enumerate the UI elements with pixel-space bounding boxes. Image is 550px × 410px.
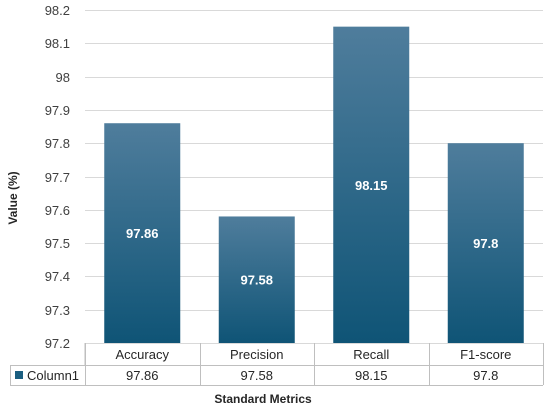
data-label: 97.8 [473, 236, 498, 251]
y-tick-label: 97.7 [45, 170, 70, 185]
x-category-label: Accuracy [116, 347, 170, 362]
data-table: Accuracy 97.86 Precision 97.58 Recall 98.15 F1… [10, 343, 544, 386]
bar-precision [218, 216, 295, 343]
x-category-label: F1-score [460, 347, 511, 362]
data-label: 98.15 [355, 178, 388, 193]
y-axis-ticks: 97.2 97.3 97.4 97.5 97.6 97.7 97.8 97.9 98 98.1 98… [45, 3, 70, 351]
y-tick-label: 97.6 [45, 203, 70, 218]
y-tick-label: 97.5 [45, 236, 70, 251]
data-label: 97.86 [126, 226, 159, 241]
table-cell-value: 97.86 [126, 368, 159, 383]
table-cell-value: 97.58 [240, 368, 273, 383]
bar-accuracy [104, 123, 181, 343]
data-labels: 97.86 97.58 98.15 97.8 [126, 178, 498, 288]
table-cell-value: 97.8 [473, 368, 498, 383]
y-tick-label: 98.2 [45, 3, 70, 18]
bars [104, 26, 524, 344]
y-tick-label: 97.8 [45, 136, 70, 151]
x-category-label: Precision [230, 347, 283, 362]
x-axis-title: Standard Metrics [214, 392, 312, 406]
y-axis-title: Value (%) [6, 171, 20, 224]
y-tick-label: 97.3 [45, 303, 70, 318]
x-category-label: Recall [353, 347, 389, 362]
data-label: 97.58 [240, 273, 273, 288]
legend-key [15, 371, 23, 379]
table-cell-value: 98.15 [355, 368, 388, 383]
legend-label: Column1 [27, 368, 79, 383]
y-tick-label: 97.4 [45, 269, 70, 284]
bar-f1-score [447, 143, 524, 343]
y-tick-label: 98 [56, 70, 70, 85]
bar-recall [333, 26, 410, 344]
y-tick-label: 97.2 [45, 336, 70, 351]
y-tick-label: 97.9 [45, 103, 70, 118]
y-tick-label: 98.1 [45, 36, 70, 51]
